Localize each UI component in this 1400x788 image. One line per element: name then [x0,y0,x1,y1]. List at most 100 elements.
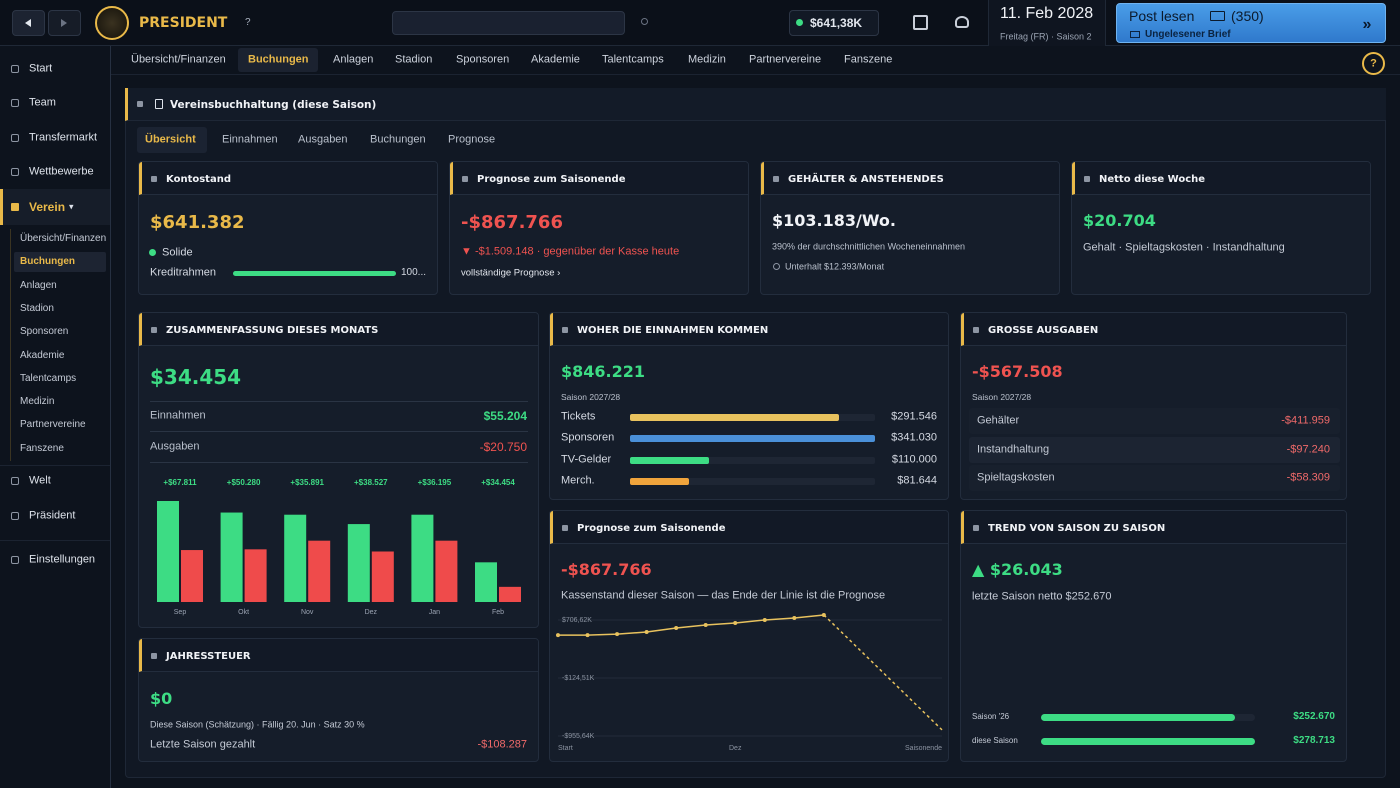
bar [284,514,307,602]
sub-nav-item[interactable]: Fanszene [20,442,64,454]
card: JAHRESSTEUER $0 Diese Saison (Schätzung) ·… [138,638,539,762]
save-icon[interactable] [913,15,928,30]
row-value: $278.713 [1293,735,1335,746]
nav-item[interactable]: Transfermarkt [29,131,98,144]
sub-nav-item[interactable]: Stadion [20,302,54,314]
card-value: $103.183/Wo. [772,211,896,230]
help-button[interactable]: ? [1362,52,1385,75]
nav-item-active[interactable]: Verein [29,200,66,214]
line-point [762,617,767,622]
subtab[interactable]: Einnahmen [222,133,278,146]
card-header [761,162,1059,195]
nav-item[interactable]: Team [29,96,56,109]
wages-sub: 390% der durchschnittlichen Wocheneinnah… [772,241,965,252]
tab[interactable]: Partnervereine [749,53,822,66]
search-box[interactable] [392,11,625,35]
y-tick-label: $706,62K [562,617,592,624]
row-value: $291.546 [891,410,937,423]
tab[interactable]: Anlagen [333,53,374,66]
x-tick-label: Okt [238,609,249,616]
tab[interactable]: Talentcamps [602,53,664,66]
card-value: $846.221 [561,362,646,381]
sub-nav-item[interactable]: Übersicht/Finanzen [20,233,107,244]
forecast-link[interactable]: vollständige Prognose › [461,267,561,279]
settings-icon[interactable] [955,16,969,28]
bar [1041,714,1235,721]
sub-nav-item[interactable]: Buchungen [20,256,75,268]
tab[interactable]: Akademie [531,53,580,66]
sub-nav-item[interactable]: Anlagen [20,279,57,291]
card-icon [151,327,157,333]
card-icon [151,653,157,659]
card-header [450,162,748,195]
x-tick-label: Start [558,745,573,752]
line-point [674,625,679,630]
divider [150,462,528,463]
bar [630,435,875,443]
x-tick-label: Nov [301,609,314,616]
card-value: -$867.766 [461,212,563,233]
nav-item[interactable]: Präsident [29,509,76,522]
sub-nav-line [10,229,11,461]
card: Kontostand $641.382 Solide Kreditrahmen 100.… [138,161,438,295]
search-icon [641,18,648,25]
sub-nav-item[interactable]: Medizin [20,396,55,408]
subtab[interactable]: Buchungen [370,133,426,146]
row-label: Sponsoren [561,431,615,444]
mail-button[interactable]: Post lesen (350) Ungelesener Brief » [1116,3,1386,43]
card-value: $0 [150,689,173,708]
expense-value: -$20.750 [479,440,527,454]
nav-item[interactable]: Start [29,62,53,75]
tab[interactable]: Medizin [688,53,726,66]
panel-title: Vereinsbuchhaltung (diese Saison) [170,98,377,111]
card-title: WOHER DIE EINNAHMEN KOMMEN [577,325,769,336]
bar-top-label: +$36.195 [418,478,452,487]
card-header [1072,162,1370,195]
card: Prognose zum Saisonende -$867.766 ▼ -$1.50… [449,161,749,295]
line-point [644,630,649,635]
row-value: $110.000 [891,453,937,466]
sub-nav-item[interactable]: Sponsoren [20,326,69,338]
nav-caret: ▾ [69,201,74,212]
tab-bar [111,46,1400,75]
tab[interactable]: Stadion [395,53,433,66]
subtab[interactable]: Prognose [448,133,496,146]
tab[interactable]: Buchungen [248,53,309,66]
subtab[interactable]: Ausgaben [298,133,348,146]
back-button[interactable] [12,10,45,36]
tab[interactable]: Fanszene [844,53,893,66]
card-icon [973,327,979,333]
bar-top-label: +$67.811 [163,478,197,487]
card-value: $20.704 [1083,211,1156,230]
subtab[interactable]: Übersicht [145,133,196,146]
card: Netto diese Woche $20.704 Gehalt · Spielta… [1071,161,1371,295]
card-icon [973,525,979,531]
help-link[interactable]: ? [245,17,251,28]
mail-arrow: » [1362,16,1372,33]
arrow-icon [25,19,31,27]
tax-row-value: -$108.287 [477,738,527,751]
tab[interactable]: Sponsoren [456,53,510,66]
forward-button[interactable] [48,10,81,36]
sub-nav-item[interactable]: Partnervereine [20,419,86,431]
card-icon [562,525,568,531]
card-value: $34.454 [150,365,242,389]
line-point [615,632,620,637]
sub-nav-item[interactable]: Talentcamps [20,372,77,384]
divider [150,401,528,402]
forecast-line [823,614,943,731]
bar [308,540,331,602]
season-label: Saison 2027/28 [561,391,621,402]
panel-header [125,88,1386,121]
tab[interactable]: Übersicht/Finanzen [131,53,226,66]
nav-item[interactable]: Wettbewerbe [29,165,94,178]
row-label: Spieltagskosten [977,471,1055,484]
sub-nav-item[interactable]: Akademie [20,349,65,361]
nav-icon [11,556,19,564]
row-label: Gehälter [977,414,1020,427]
week-sub: Gehalt · Spieltagskosten · Instandhaltun… [1083,241,1285,254]
card-header [139,313,538,346]
nav-item[interactable]: Einstellungen [29,553,96,566]
balance-text: $641,38K [810,16,863,30]
nav-item[interactable]: Welt [29,474,51,487]
